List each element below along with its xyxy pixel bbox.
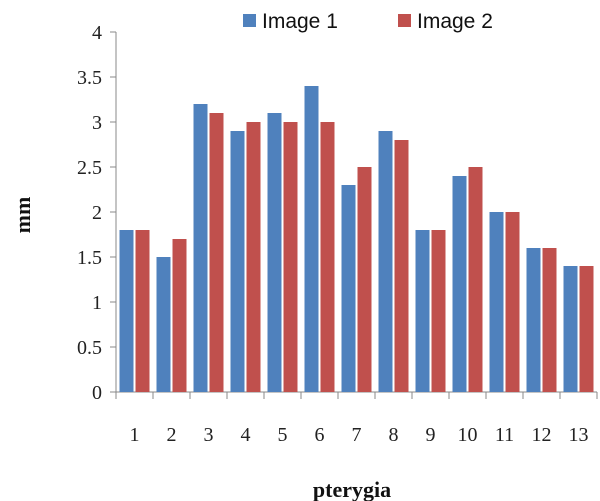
y-tick-label: 1 [92,292,102,314]
x-tick-label: 4 [241,424,251,446]
bar-image-1-13 [563,266,578,392]
x-tick-label: 7 [352,424,362,446]
bar-image-2-1 [135,230,150,392]
y-axis-title: mm [10,197,35,234]
legend-swatch [398,14,411,27]
bar-image-2-8 [394,140,409,392]
bar-image-1-3 [193,104,208,392]
x-tick-label: 5 [278,424,288,446]
bar-image-1-2 [156,257,171,392]
y-tick-label: 0.5 [77,337,102,359]
bar-image-1-12 [526,248,541,392]
y-tick-label: 3 [92,112,102,134]
bar-image-2-13 [579,266,594,392]
bar-image-1-9 [415,230,430,392]
y-tick-label: 1.5 [77,247,102,269]
y-axis: 0 0.5 1 1.5 2 2.5 3 3.5 4 [77,22,117,404]
bar-image-2-2 [172,239,187,392]
legend-label: Image 1 [262,10,338,33]
bars [119,86,594,392]
x-tick-label: 2 [167,424,177,446]
bar-image-1-5 [267,113,282,392]
bar-image-1-6 [304,86,319,392]
y-tick-label: 4 [92,22,102,44]
bar-image-2-5 [283,122,298,392]
bar-image-1-10 [452,176,467,392]
bar-image-2-9 [431,230,446,392]
x-axis: 1 2 3 4 5 6 7 8 9 10 11 12 13 [115,391,598,446]
y-tick-label: 2 [92,202,102,224]
bar-image-2-11 [505,212,520,392]
x-tick-label: 8 [389,424,399,446]
bar-image-1-7 [341,185,356,392]
legend-swatch [243,14,256,27]
bar-image-2-4 [246,122,261,392]
y-tick-label: 3.5 [77,67,102,89]
legend-label: Image 2 [417,10,493,33]
x-tick-label: 10 [458,424,478,446]
bar-image-1-4 [230,131,245,392]
x-tick-label: 12 [532,424,552,446]
x-tick-label: 13 [569,424,589,446]
y-tick-label: 2.5 [77,157,102,179]
bar-image-2-12 [542,248,557,392]
bar-image-2-7 [357,167,372,392]
x-tick-label: 3 [204,424,214,446]
bar-image-2-6 [320,122,335,392]
bar-image-1-1 [119,230,134,392]
x-tick-label: 1 [130,424,140,446]
y-tick-label: 0 [92,382,102,404]
x-tick-label: 9 [426,424,436,446]
x-axis-title: pterygia [313,477,391,501]
bar-image-1-8 [378,131,393,392]
bar-image-2-3 [209,113,224,392]
bar-image-1-11 [489,212,504,392]
x-tick-label: 6 [315,424,325,446]
bar-image-2-10 [468,167,483,392]
legend: Image 1 Image 2 [243,10,493,33]
x-tick-label: 11 [495,424,514,446]
